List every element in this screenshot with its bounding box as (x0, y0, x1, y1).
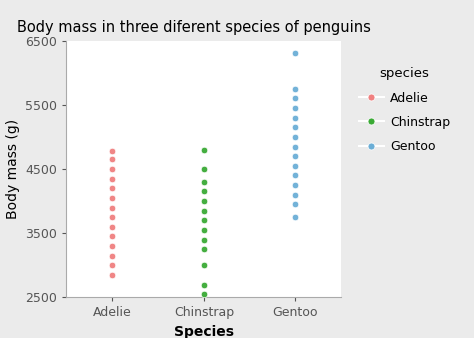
Point (292, 201, 299, 207)
Point (109, 166, 116, 172)
Point (200, 218, 208, 223)
Point (109, 215, 116, 220)
Point (109, 186, 116, 191)
Point (109, 243, 116, 249)
Point (200, 147, 208, 152)
Point (200, 208, 208, 214)
Point (109, 157, 116, 162)
Point (200, 291, 208, 297)
Point (200, 179, 208, 185)
Point (109, 149, 116, 154)
Point (109, 234, 116, 239)
Point (292, 134, 299, 140)
X-axis label: Species: Species (174, 325, 234, 338)
Point (109, 224, 116, 230)
Point (292, 51, 299, 56)
Text: Body mass in three diferent species of penguins: Body mass in three diferent species of p… (17, 20, 371, 35)
Point (200, 166, 208, 172)
Point (292, 125, 299, 130)
Point (292, 163, 299, 168)
Point (109, 205, 116, 210)
Point (292, 144, 299, 149)
Point (200, 189, 208, 194)
Point (200, 247, 208, 252)
Legend: Adelie, Chinstrap, Gentoo: Adelie, Chinstrap, Gentoo (358, 67, 450, 153)
Point (292, 105, 299, 111)
Point (292, 153, 299, 159)
Point (200, 198, 208, 204)
Y-axis label: Body mass (g): Body mass (g) (6, 119, 20, 219)
Point (109, 263, 116, 268)
Point (292, 96, 299, 101)
Point (109, 176, 116, 182)
Point (200, 282, 208, 287)
Point (200, 237, 208, 242)
Point (292, 192, 299, 197)
Point (109, 253, 116, 258)
Point (109, 272, 116, 278)
Point (109, 195, 116, 201)
Point (292, 215, 299, 220)
Point (292, 173, 299, 178)
Point (292, 183, 299, 188)
Point (292, 86, 299, 92)
Point (292, 115, 299, 120)
Point (200, 227, 208, 233)
Point (200, 263, 208, 268)
